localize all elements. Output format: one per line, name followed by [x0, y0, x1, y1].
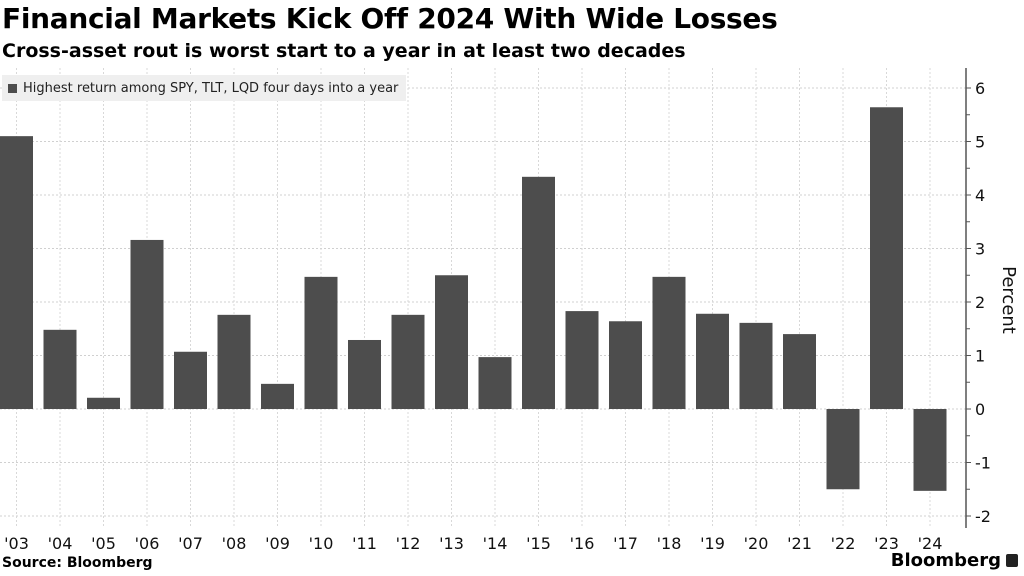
- bar-23: [870, 107, 903, 409]
- y-axis-label: Percent: [998, 266, 1019, 334]
- bar-06: [130, 239, 164, 409]
- bar-21: [783, 334, 816, 409]
- bar-24: [913, 409, 947, 491]
- x-tick-label: '14: [483, 534, 508, 553]
- y-tick-label: 1: [975, 347, 985, 366]
- bar-17: [609, 321, 642, 409]
- x-tick-label: '15: [526, 534, 551, 553]
- bloomberg-chart-icon: [1006, 554, 1018, 567]
- x-tick-label: '13: [439, 534, 464, 553]
- chart-title: Financial Markets Kick Off 2024 With Wid…: [2, 2, 778, 35]
- bar-03: [0, 136, 33, 409]
- x-tick-label: '21: [787, 534, 812, 553]
- chart-subtitle: Cross-asset rout is worst start to a yea…: [2, 40, 686, 62]
- y-tick-label: 3: [975, 240, 985, 259]
- y-tick-label: 0: [975, 400, 985, 419]
- x-tick-label: '03: [4, 534, 29, 553]
- x-tick-label: '18: [657, 534, 682, 553]
- bar-11: [348, 339, 381, 409]
- x-tick-label: '19: [700, 534, 725, 553]
- x-tick-label: '22: [831, 534, 856, 553]
- x-tick-label: '05: [91, 534, 116, 553]
- bar-18: [652, 276, 686, 409]
- bar-09: [261, 383, 294, 409]
- bar-22: [826, 409, 860, 490]
- x-tick-label: '08: [222, 534, 247, 553]
- x-tick-label: '06: [135, 534, 160, 553]
- x-tick-label: '17: [613, 534, 638, 553]
- bar-19: [696, 313, 729, 409]
- legend-label: Highest return among SPY, TLT, LQD four …: [23, 80, 399, 96]
- y-tick-label: 5: [975, 133, 985, 152]
- y-tick-label: 2: [975, 293, 985, 312]
- legend: Highest return among SPY, TLT, LQD four …: [2, 75, 407, 101]
- x-tick-label: '10: [309, 534, 334, 553]
- brand-label: Bloomberg: [890, 550, 1001, 571]
- source-note: Source: Bloomberg: [2, 555, 153, 571]
- bar-04: [43, 329, 77, 409]
- bar-10: [304, 276, 338, 409]
- x-tick-label: '24: [918, 534, 943, 553]
- y-tick-label: 4: [975, 186, 985, 205]
- x-tick-label: '16: [570, 534, 595, 553]
- x-tick-label: '04: [48, 534, 73, 553]
- x-tick-label: '09: [265, 534, 290, 553]
- y-tick-label: -1: [975, 454, 991, 473]
- bar-07: [174, 351, 207, 409]
- bar-14: [478, 357, 512, 409]
- bloomberg-logo: Bloomberg: [891, 550, 1018, 571]
- x-tick-label: '23: [874, 534, 899, 553]
- bar-15: [522, 176, 555, 409]
- y-tick-label: -2: [975, 507, 991, 526]
- legend-swatch: [8, 83, 17, 93]
- bar-08: [217, 314, 251, 409]
- bar-05: [87, 397, 120, 409]
- bar-16: [565, 311, 599, 409]
- x-tick-label: '20: [744, 534, 769, 553]
- bar-12: [391, 314, 425, 409]
- y-tick-label: 6: [975, 79, 985, 98]
- x-tick-label: '12: [396, 534, 421, 553]
- bar-20: [739, 322, 773, 409]
- x-tick-label: '11: [352, 534, 377, 553]
- x-tick-label: '07: [178, 534, 203, 553]
- bar-13: [435, 275, 468, 409]
